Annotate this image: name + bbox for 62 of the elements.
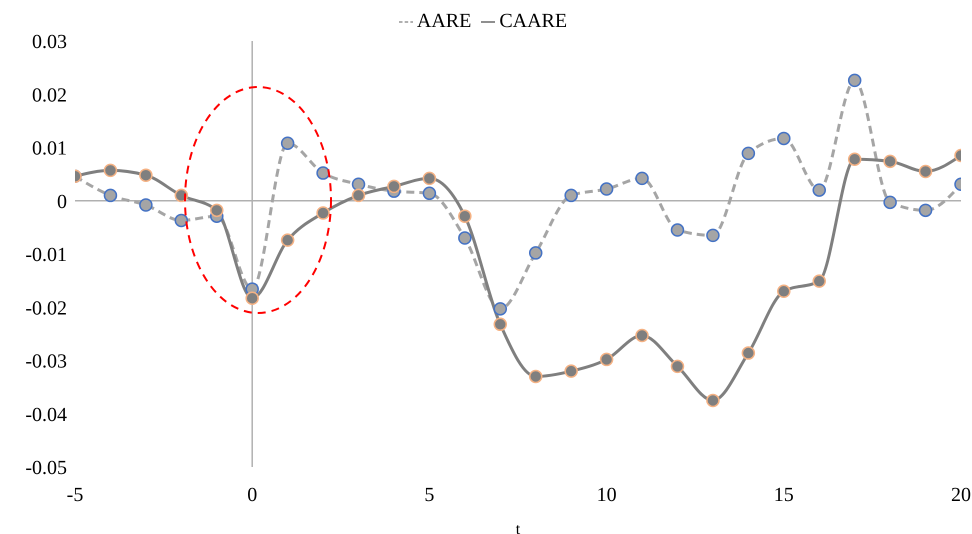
point <box>316 166 330 180</box>
point <box>706 394 720 408</box>
point <box>670 223 684 237</box>
y-tick-label: 0.02 <box>32 84 67 106</box>
x-axis-title: t <box>516 521 521 534</box>
point <box>210 204 224 218</box>
point <box>352 188 366 202</box>
y-tick-label: 0 <box>57 190 67 213</box>
point <box>600 352 614 366</box>
point <box>387 180 401 194</box>
point <box>458 231 472 245</box>
point <box>742 146 756 160</box>
y-tick-label: -0.02 <box>25 297 67 320</box>
x-tick-label: 10 <box>596 484 617 506</box>
point <box>812 183 826 197</box>
point <box>564 188 578 202</box>
point <box>139 168 153 182</box>
point <box>883 154 897 168</box>
y-tick-label: -0.05 <box>25 457 67 480</box>
point <box>848 152 862 166</box>
point <box>670 360 684 374</box>
point <box>528 246 542 260</box>
point <box>422 186 436 200</box>
x-tick-label: 20 <box>951 484 971 506</box>
point <box>848 74 862 88</box>
point <box>742 346 756 360</box>
point <box>104 164 118 178</box>
point <box>600 182 614 196</box>
point <box>422 172 436 186</box>
point <box>635 172 649 186</box>
point <box>352 177 366 191</box>
point <box>883 196 897 210</box>
y-tick-label: -0.04 <box>25 404 67 426</box>
point <box>528 370 542 384</box>
point <box>494 302 508 316</box>
point <box>316 206 330 220</box>
legend-label: AARE <box>416 10 472 32</box>
x-tick-label: -5 <box>66 484 84 506</box>
y-tick-label: -0.01 <box>25 244 67 266</box>
point <box>139 198 153 212</box>
x-tick-label: 15 <box>774 484 794 506</box>
point <box>280 136 294 150</box>
point <box>280 233 294 247</box>
legend-label: CAARE <box>499 10 568 32</box>
point <box>245 291 259 305</box>
point <box>706 228 720 242</box>
y-tick-label: -0.03 <box>25 350 67 373</box>
point <box>104 188 118 202</box>
point <box>777 132 791 146</box>
point <box>777 284 791 298</box>
point <box>494 318 508 332</box>
point <box>174 214 188 228</box>
point <box>458 209 472 223</box>
point <box>918 164 932 178</box>
point <box>812 274 826 288</box>
x-tick-label: 5 <box>424 484 434 506</box>
x-tick-label: 0 <box>247 484 258 506</box>
point <box>635 328 649 342</box>
point <box>564 364 578 378</box>
y-tick-label: 0.01 <box>32 138 67 160</box>
y-tick-label: 0.03 <box>32 31 67 54</box>
point <box>918 204 932 218</box>
